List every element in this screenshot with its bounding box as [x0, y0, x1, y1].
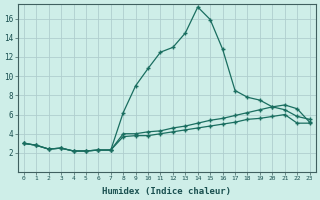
X-axis label: Humidex (Indice chaleur): Humidex (Indice chaleur): [102, 187, 231, 196]
